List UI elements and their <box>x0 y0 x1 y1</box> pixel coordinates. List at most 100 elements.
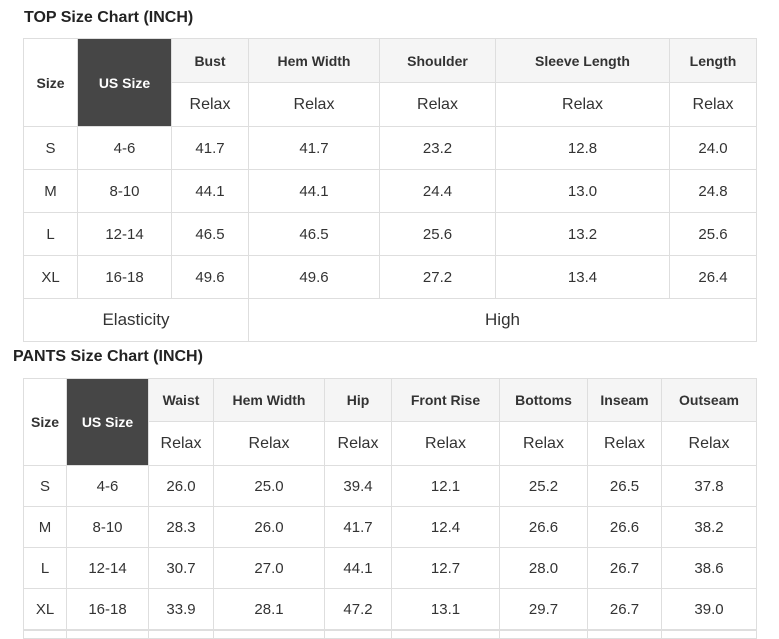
measurement-value-outseam: 37.8 <box>661 465 757 507</box>
size-column-header: Size <box>23 38 78 127</box>
column-header-hem-width: Hem Width <box>248 38 380 83</box>
cutoff-cell <box>499 630 588 639</box>
header-row-measurements: Size US Size Bust Hem Width Shoulder Sleeve L… <box>23 38 757 127</box>
measurement-value-bust: 44.1 <box>171 169 249 213</box>
size-value: S <box>23 465 67 507</box>
measurement-value-bust: 46.5 <box>171 212 249 256</box>
fit-type-cell-shoulder: Relax <box>379 82 496 127</box>
fit-type-cell-inseam: Relax <box>587 421 662 466</box>
measurement-value-sleeve-length: 13.0 <box>495 169 670 213</box>
measurement-value-bottoms: 29.7 <box>499 588 588 630</box>
top-size-chart-title: TOP Size Chart (INCH) <box>24 9 194 26</box>
measurement-value-hem-width: 27.0 <box>213 547 325 589</box>
measurement-value-bottoms: 26.6 <box>499 506 588 548</box>
us-size-value: 8-10 <box>66 506 149 548</box>
measurement-value-hem-width: 44.1 <box>248 169 380 213</box>
cutoff-cell <box>213 630 325 639</box>
us-size-value: 12-14 <box>77 212 172 256</box>
header-row-fit-type: Relax Relax Relax Relax Relax <box>24 82 757 127</box>
size-row-m: M 8-10 28.3 26.0 41.7 12.4 26.6 26.6 38.2 <box>23 506 757 548</box>
measurement-value-hem-width: 46.5 <box>248 212 380 256</box>
column-header-length: Length <box>669 38 757 83</box>
column-header-sleeve-length: Sleeve Length <box>495 38 670 83</box>
measurement-value-hem-width: 41.7 <box>248 126 380 170</box>
fit-type-cell-bottoms: Relax <box>499 421 588 466</box>
us-size-column-header: US Size <box>66 378 149 466</box>
size-row-s: S 4-6 41.7 41.7 23.2 12.8 24.0 <box>23 126 757 170</box>
measurement-value-hip: 44.1 <box>324 547 392 589</box>
us-size-value: 16-18 <box>66 588 149 630</box>
pants-size-chart-title: PANTS Size Chart (INCH) <box>13 348 203 365</box>
column-header-front-rise: Front Rise <box>391 378 500 422</box>
measurement-value-shoulder: 25.6 <box>379 212 496 256</box>
fit-type-cell-length: Relax <box>669 82 757 127</box>
measurement-value-bust: 49.6 <box>171 255 249 299</box>
cutoff-cell <box>587 630 662 639</box>
size-row-m: M 8-10 44.1 44.1 24.4 13.0 24.8 <box>23 169 757 213</box>
fit-type-cell-hem-width: Relax <box>213 421 325 466</box>
us-size-value: 12-14 <box>66 547 149 589</box>
measurement-value-inseam: 26.7 <box>587 547 662 589</box>
fit-type-cell-hem-width: Relax <box>248 82 380 127</box>
us-size-value: 8-10 <box>77 169 172 213</box>
measurement-value-waist: 30.7 <box>148 547 214 589</box>
column-header-bottoms: Bottoms <box>499 378 588 422</box>
us-size-column-header: US Size <box>77 38 172 127</box>
measurement-value-hip: 47.2 <box>324 588 392 630</box>
fit-type-cell-outseam: Relax <box>661 421 757 466</box>
us-size-value: 4-6 <box>66 465 149 507</box>
cutoff-next-row <box>23 630 757 639</box>
measurement-value-inseam: 26.5 <box>587 465 662 507</box>
fit-type-cell-sleeve-length: Relax <box>495 82 670 127</box>
measurement-value-front-rise: 12.4 <box>391 506 500 548</box>
size-value: L <box>23 547 67 589</box>
size-row-l: L 12-14 46.5 46.5 25.6 13.2 25.6 <box>23 212 757 256</box>
fit-type-cell-hip: Relax <box>324 421 392 466</box>
size-value: XL <box>23 588 67 630</box>
measurement-value-sleeve-length: 13.2 <box>495 212 670 256</box>
measurement-value-length: 25.6 <box>669 212 757 256</box>
cutoff-cell <box>324 630 392 639</box>
measurement-value-hem-width: 26.0 <box>213 506 325 548</box>
measurement-value-hip: 39.4 <box>324 465 392 507</box>
measurement-value-bust: 41.7 <box>171 126 249 170</box>
size-value: M <box>23 169 78 213</box>
cutoff-cell <box>391 630 500 639</box>
size-value: S <box>23 126 78 170</box>
column-header-shoulder: Shoulder <box>379 38 496 83</box>
us-size-value: 16-18 <box>77 255 172 299</box>
measurement-value-bottoms: 25.2 <box>499 465 588 507</box>
measurement-value-shoulder: 24.4 <box>379 169 496 213</box>
size-column-header: Size <box>23 378 67 466</box>
size-value: M <box>23 506 67 548</box>
measurement-value-hem-width: 25.0 <box>213 465 325 507</box>
column-header-inseam: Inseam <box>587 378 662 422</box>
column-header-hem-width: Hem Width <box>213 378 325 422</box>
measurement-value-hip: 41.7 <box>324 506 392 548</box>
elasticity-label: Elasticity <box>23 298 249 342</box>
measurement-value-sleeve-length: 12.8 <box>495 126 670 170</box>
header-row-measurements: Size US Size Waist Hem Width Hip Front Rise Bo… <box>23 378 757 466</box>
pants-size-chart-table: Size US Size Waist Hem Width Hip Front Rise Bo… <box>23 378 757 630</box>
measurement-value-inseam: 26.7 <box>587 588 662 630</box>
size-row-xl: XL 16-18 33.9 28.1 47.2 13.1 29.7 26.7 39.0 <box>23 588 757 630</box>
measurement-value-length: 24.8 <box>669 169 757 213</box>
measurement-value-sleeve-length: 13.4 <box>495 255 670 299</box>
cutoff-cell <box>66 630 149 639</box>
cutoff-cell <box>23 630 67 639</box>
fit-type-cell-front-rise: Relax <box>391 421 500 466</box>
fit-type-cell-waist: Relax <box>148 421 214 466</box>
measurement-value-outseam: 38.6 <box>661 547 757 589</box>
cutoff-cell <box>661 630 757 639</box>
measurement-value-waist: 28.3 <box>148 506 214 548</box>
elasticity-row: Elasticity High <box>23 298 757 342</box>
size-value: XL <box>23 255 78 299</box>
size-row-xl: XL 16-18 49.6 49.6 27.2 13.4 26.4 <box>23 255 757 299</box>
us-size-value: 4-6 <box>77 126 172 170</box>
fit-type-cell-bust: Relax <box>171 82 249 127</box>
measurement-value-front-rise: 12.7 <box>391 547 500 589</box>
measurement-value-hem-width: 49.6 <box>248 255 380 299</box>
measurement-value-shoulder: 23.2 <box>379 126 496 170</box>
measurement-value-bottoms: 28.0 <box>499 547 588 589</box>
measurement-value-outseam: 39.0 <box>661 588 757 630</box>
